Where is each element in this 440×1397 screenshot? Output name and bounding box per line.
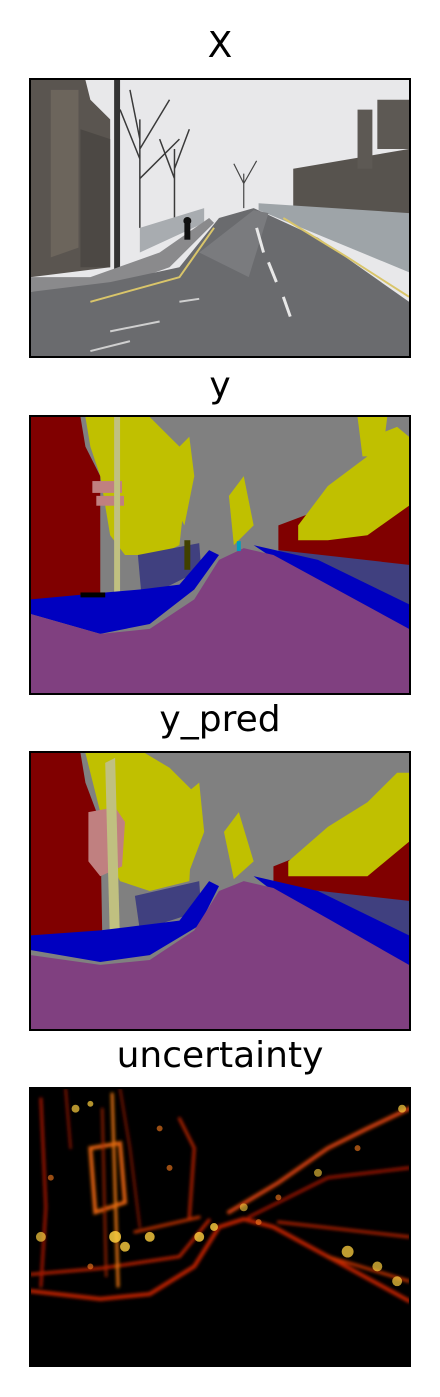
panel-title-y-pred: y_pred — [159, 699, 281, 740]
panel-title-uncertainty: uncertainty — [116, 1035, 324, 1076]
image-panel-x — [29, 78, 411, 358]
street-photo — [31, 80, 409, 356]
image-panel-uncertainty — [29, 1087, 411, 1367]
image-panel-y-pred — [29, 751, 411, 1031]
panel-title-x: X — [207, 25, 233, 66]
uncertainty-heatmap — [31, 1089, 409, 1365]
ground-truth-segmentation — [31, 417, 409, 693]
image-panel-y — [29, 415, 411, 695]
panel-title-y: y — [209, 365, 231, 406]
predicted-segmentation — [31, 753, 409, 1029]
